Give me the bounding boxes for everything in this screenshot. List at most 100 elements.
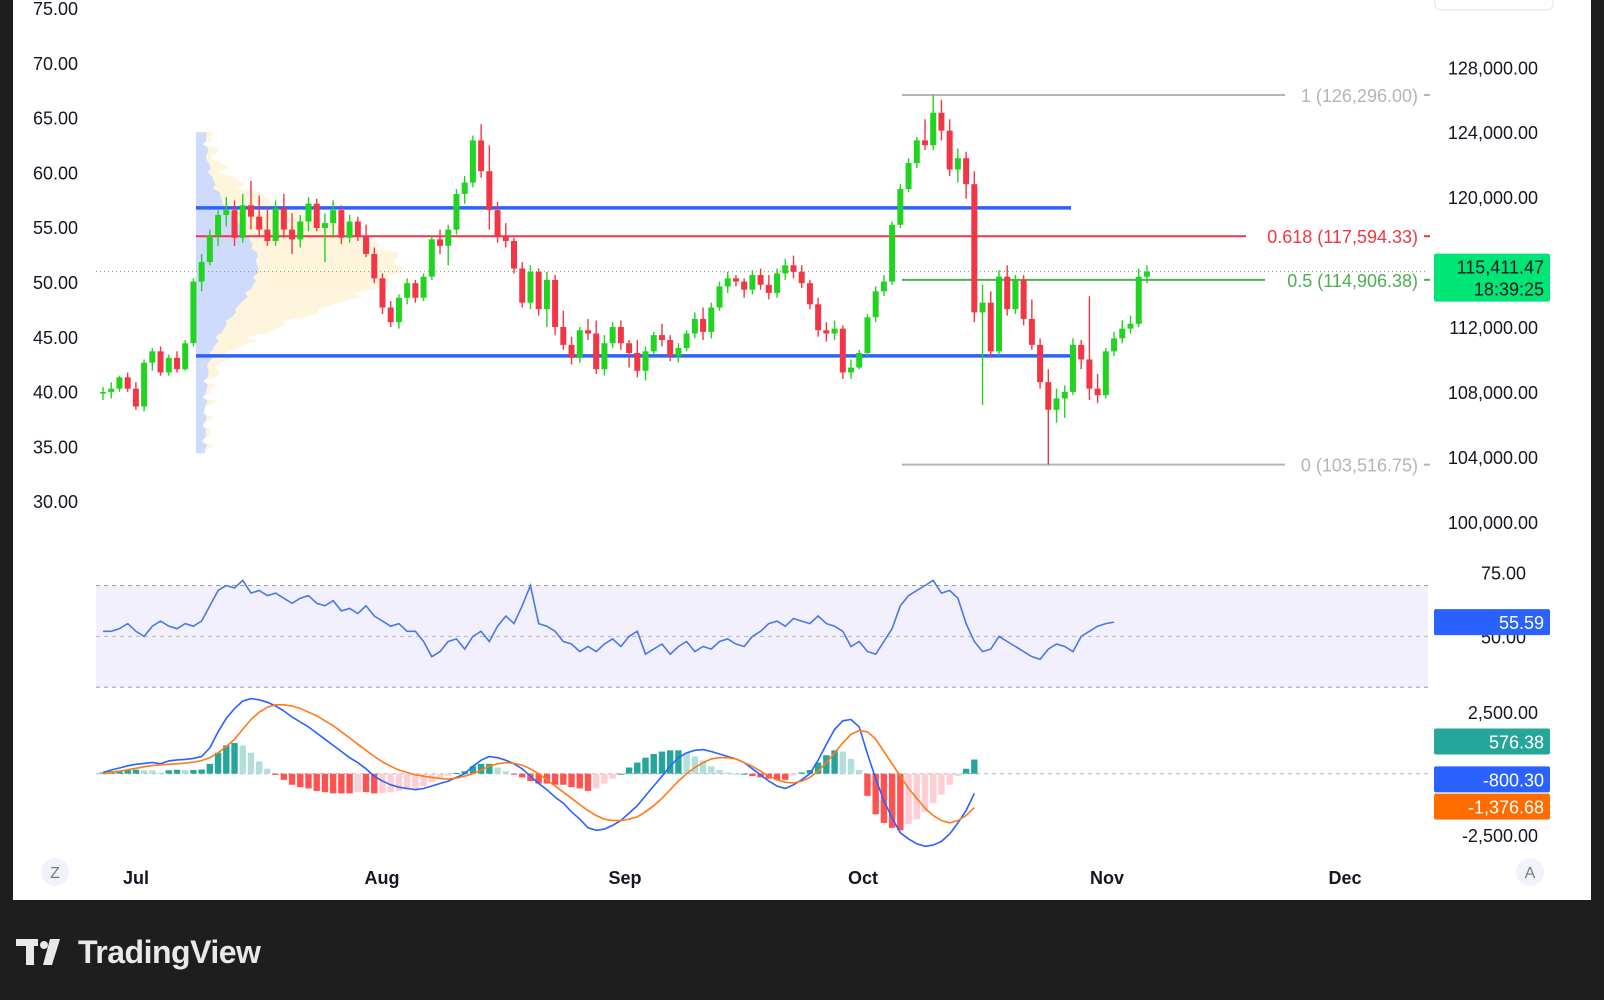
candle-body bbox=[798, 271, 805, 284]
tradingview-logo-icon bbox=[16, 939, 60, 965]
candle-body bbox=[757, 275, 764, 285]
macd-histogram-bar bbox=[642, 757, 649, 774]
candle-body bbox=[215, 215, 222, 237]
macd-histogram-bar bbox=[708, 766, 715, 774]
macd-histogram-bar bbox=[149, 770, 156, 774]
right-axis-tick: 112,000.00 bbox=[1449, 318, 1538, 338]
candle-body bbox=[1020, 279, 1027, 319]
candle-body bbox=[1053, 398, 1060, 410]
macd-histogram-bar bbox=[519, 773, 526, 778]
left-axis-tick: 75.00 bbox=[33, 0, 78, 19]
macd-histogram-bar bbox=[658, 751, 666, 774]
candle-body bbox=[354, 221, 361, 237]
macd-histogram-bar bbox=[379, 773, 386, 793]
macd-histogram-bar bbox=[650, 754, 657, 774]
candle-body bbox=[395, 297, 402, 323]
candle-body bbox=[420, 276, 427, 298]
macd-histogram-bar bbox=[634, 762, 641, 774]
macd-histogram-bar bbox=[847, 758, 855, 774]
candle-body bbox=[428, 239, 435, 277]
macd-histogram-bar bbox=[732, 773, 740, 775]
candle-body bbox=[280, 208, 287, 230]
macd-histogram-bar bbox=[790, 773, 797, 776]
macd-histogram-badge-text: 576.38 bbox=[1489, 733, 1544, 753]
candle-body bbox=[453, 193, 460, 230]
macd-histogram-bar bbox=[412, 773, 419, 789]
candle-body bbox=[576, 330, 583, 358]
macd-histogram-bar bbox=[888, 773, 896, 828]
candle-body bbox=[231, 210, 238, 238]
candle-body bbox=[872, 291, 879, 318]
candle-body bbox=[223, 210, 230, 216]
macd-pane: 2,500.000.00-2,500.00 bbox=[96, 697, 1538, 848]
rsi-tick: 75.00 bbox=[1481, 564, 1526, 584]
candle-body bbox=[905, 163, 912, 190]
chart-canvas[interactable]: 75.00 70.00 65.00 60.00 55.00 50.00 45.00 40.00… bbox=[13, 0, 1591, 900]
macd-histogram-bar bbox=[387, 773, 394, 793]
candle-body bbox=[732, 278, 739, 282]
macd-histogram-bar bbox=[329, 773, 337, 794]
macd-histogram-bar bbox=[897, 773, 904, 831]
axis-corner-frame bbox=[1434, 0, 1554, 11]
macd-signal-line bbox=[102, 704, 975, 824]
macd-histogram-bar bbox=[445, 773, 452, 776]
left-axis-tick: 70.00 bbox=[33, 54, 78, 74]
candle-body bbox=[256, 216, 263, 230]
candle-body bbox=[1094, 388, 1101, 396]
macd-histogram-bar bbox=[954, 773, 962, 777]
macd-tick: -2,500.00 bbox=[1462, 826, 1538, 846]
macd-histogram-bar bbox=[420, 773, 427, 786]
candle-body bbox=[609, 327, 616, 344]
macd-histogram-bar bbox=[856, 770, 863, 774]
candle-body bbox=[839, 328, 846, 373]
volume-profile-buy bbox=[196, 132, 259, 454]
candle-body bbox=[724, 278, 731, 287]
candle-body bbox=[108, 388, 115, 392]
left-scale-button[interactable] bbox=[41, 858, 69, 886]
candle-body bbox=[141, 362, 148, 407]
candle-body bbox=[1135, 276, 1142, 324]
left-axis: 75.00 70.00 65.00 60.00 55.00 50.00 45.00 40.00… bbox=[33, 0, 78, 512]
macd-value-badge-text: -800.30 bbox=[1483, 770, 1544, 790]
candle-body bbox=[963, 158, 970, 185]
right-axis-tick: 128,000.00 bbox=[1448, 58, 1538, 78]
candle-body bbox=[1111, 338, 1118, 352]
rsi-value-badge-text: 55.59 bbox=[1499, 613, 1544, 633]
macd-histogram-bar bbox=[872, 773, 879, 815]
candle-body bbox=[971, 184, 978, 313]
macd-histogram-bar bbox=[930, 773, 937, 804]
candle-body bbox=[132, 388, 139, 407]
macd-histogram-bar bbox=[362, 773, 370, 793]
time-axis-tick: Dec bbox=[1328, 868, 1361, 888]
macd-histogram-bar bbox=[609, 773, 616, 779]
axis-buttons[interactable]: Z A bbox=[41, 858, 1544, 886]
fibonacci-levels[interactable]: 1 (126,296.00) 0.618 (117,594.33) 0.5 (114… bbox=[96, 86, 1430, 476]
left-axis-tick: 45.00 bbox=[33, 328, 78, 348]
candle-body bbox=[913, 140, 920, 164]
current-price-badge-text: 115,411.47 bbox=[1457, 258, 1544, 278]
candle-body bbox=[338, 210, 345, 238]
candle-body bbox=[568, 344, 575, 358]
macd-histogram-bar bbox=[666, 750, 674, 774]
macd-signal-badge bbox=[1434, 793, 1550, 820]
candle-body bbox=[404, 283, 411, 298]
fib-level-label: 0 (103,516.75) bbox=[1301, 456, 1418, 476]
candle-body bbox=[494, 210, 501, 237]
macd-histogram-bar bbox=[231, 742, 238, 774]
candle-body bbox=[1012, 279, 1019, 310]
candle-body bbox=[289, 229, 296, 240]
volume-profile bbox=[195, 132, 404, 454]
candle-body bbox=[593, 333, 600, 370]
left-axis-tick: 40.00 bbox=[33, 383, 78, 403]
rsi-line bbox=[103, 579, 1115, 661]
candle-body bbox=[445, 229, 452, 246]
candle-body bbox=[922, 140, 928, 146]
candle-body bbox=[716, 286, 723, 308]
macd-histogram-bar bbox=[814, 762, 822, 774]
macd-histogram-bar bbox=[798, 772, 805, 774]
auto-scale-button[interactable] bbox=[1516, 858, 1544, 886]
chart-panel[interactable]: 75.00 70.00 65.00 60.00 55.00 50.00 45.00 40.00… bbox=[13, 0, 1591, 900]
candle-body bbox=[584, 330, 591, 334]
macd-histogram-bar bbox=[510, 773, 518, 775]
